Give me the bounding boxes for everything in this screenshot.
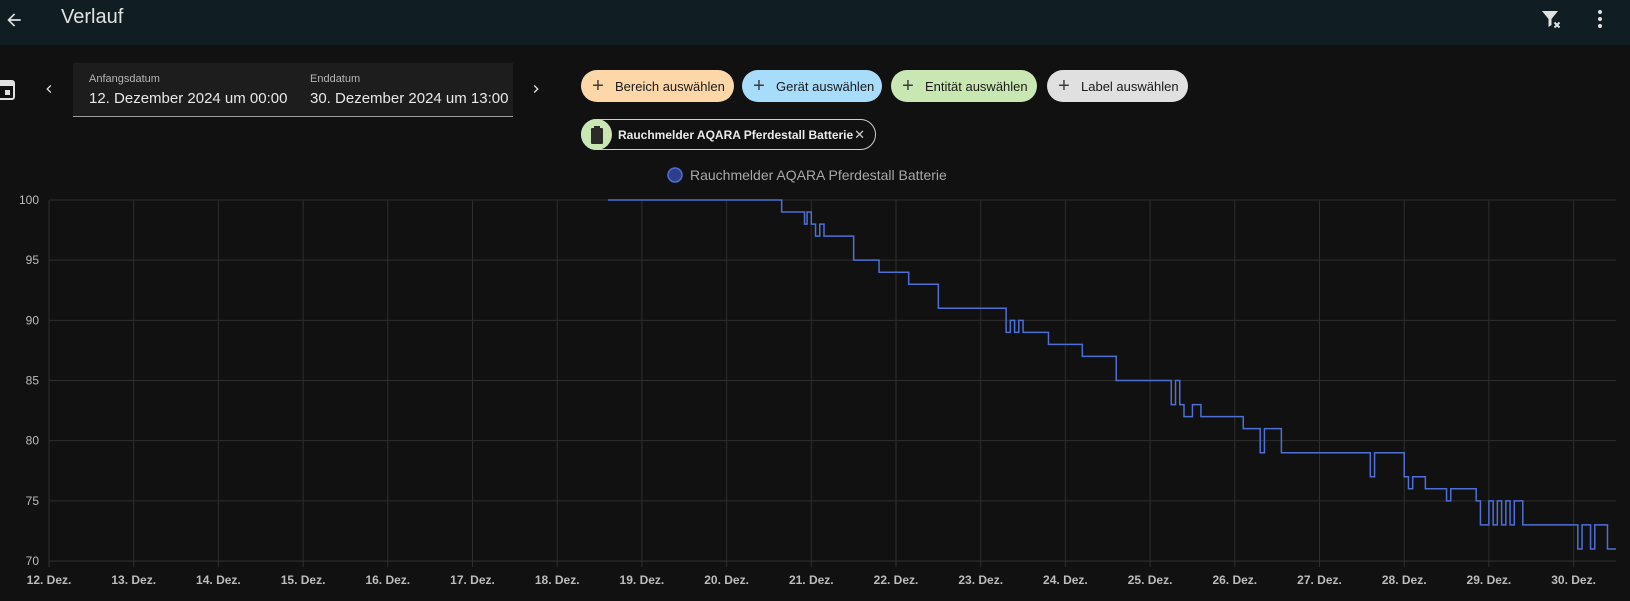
plus-icon: + (753, 75, 765, 97)
y-tick-label: 90 (26, 313, 40, 327)
end-date-field[interactable]: Enddatum 30. Dezember 2024 um 13:00 (294, 63, 513, 117)
clear-filter-button[interactable] (1536, 6, 1566, 36)
start-date-label: Anfangsdatum (89, 73, 160, 85)
plus-icon: + (902, 75, 914, 97)
x-tick-label: 28. Dez. (1382, 573, 1427, 587)
x-tick-label: 25. Dez. (1128, 573, 1173, 587)
add-entity-chip[interactable]: + Entität auswählen (891, 70, 1037, 102)
y-tick-label: 70 (26, 554, 40, 568)
remove-entity-icon[interactable]: ✕ (854, 126, 865, 142)
y-tick-label: 95 (26, 253, 40, 267)
x-tick-label: 21. Dez. (789, 573, 834, 587)
x-tick-label: 13. Dez. (111, 573, 156, 587)
plus-icon: + (592, 75, 604, 97)
calendar-icon[interactable] (0, 78, 16, 100)
x-tick-label: 16. Dez. (365, 573, 410, 587)
plus-icon: + (1058, 75, 1070, 97)
start-date-field[interactable]: Anfangsdatum 12. Dezember 2024 um 00:00 (73, 63, 294, 117)
filter-remove-icon (1539, 7, 1563, 36)
dots-vertical-icon (1588, 7, 1612, 36)
chevron-left-icon (41, 81, 57, 102)
selected-entity-name: Rauchmelder AQARA Pferdestall Batterie (618, 127, 854, 142)
top-app-bar: Verlauf (0, 0, 1630, 45)
selected-entity-chip[interactable]: Rauchmelder AQARA Pferdestall Batterie ✕ (581, 119, 876, 150)
x-tick-label: 17. Dez. (450, 573, 495, 587)
y-tick-label: 85 (26, 374, 40, 388)
x-tick-label: 18. Dez. (535, 573, 580, 587)
add-area-chip[interactable]: + Bereich auswählen (581, 70, 734, 102)
overflow-menu-button[interactable] (1585, 6, 1615, 36)
back-button[interactable] (0, 6, 28, 38)
page-title: Verlauf (61, 6, 124, 28)
add-label-chip[interactable]: + Label auswählen (1047, 70, 1188, 102)
x-tick-label: 12. Dez. (27, 573, 72, 587)
x-tick-label: 19. Dez. (620, 573, 665, 587)
x-tick-label: 26. Dez. (1212, 573, 1257, 587)
y-tick-label: 80 (26, 434, 40, 448)
add-label-label: Label auswählen (1081, 78, 1179, 94)
x-tick-label: 29. Dez. (1467, 573, 1512, 587)
series-line (608, 199, 1616, 550)
x-tick-label: 14. Dez. (196, 573, 241, 587)
add-device-chip[interactable]: + Gerät auswählen (742, 70, 882, 102)
y-tick-label: 75 (26, 494, 40, 508)
x-tick-label: 24. Dez. (1043, 573, 1088, 587)
x-tick-label: 20. Dez. (704, 573, 749, 587)
x-tick-label: 23. Dez. (958, 573, 1003, 587)
end-date-label: Enddatum (310, 73, 361, 85)
next-range-button[interactable] (521, 76, 551, 106)
arrow-left-icon (4, 10, 24, 35)
legend-marker (667, 167, 683, 183)
add-area-label: Bereich auswählen (615, 78, 725, 94)
y-tick-label: 100 (19, 193, 39, 207)
x-tick-label: 22. Dez. (874, 573, 919, 587)
history-chart: Rauchmelder AQARA Pferdestall Batterie 10… (19, 167, 1616, 587)
end-date-value: 30. Dezember 2024 um 13:00 (310, 90, 509, 107)
add-device-label: Gerät auswählen (776, 78, 875, 94)
add-entity-label: Entität auswählen (925, 78, 1028, 94)
legend-label: Rauchmelder AQARA Pferdestall Batterie (690, 167, 947, 183)
start-date-value: 12. Dezember 2024 um 00:00 (89, 90, 288, 107)
previous-range-button[interactable] (34, 76, 64, 106)
x-tick-label: 15. Dez. (281, 573, 326, 587)
x-tick-label: 27. Dez. (1297, 573, 1342, 587)
x-tick-label: 30. Dez. (1551, 573, 1596, 587)
chevron-right-icon (528, 81, 544, 102)
battery-icon (581, 119, 612, 150)
